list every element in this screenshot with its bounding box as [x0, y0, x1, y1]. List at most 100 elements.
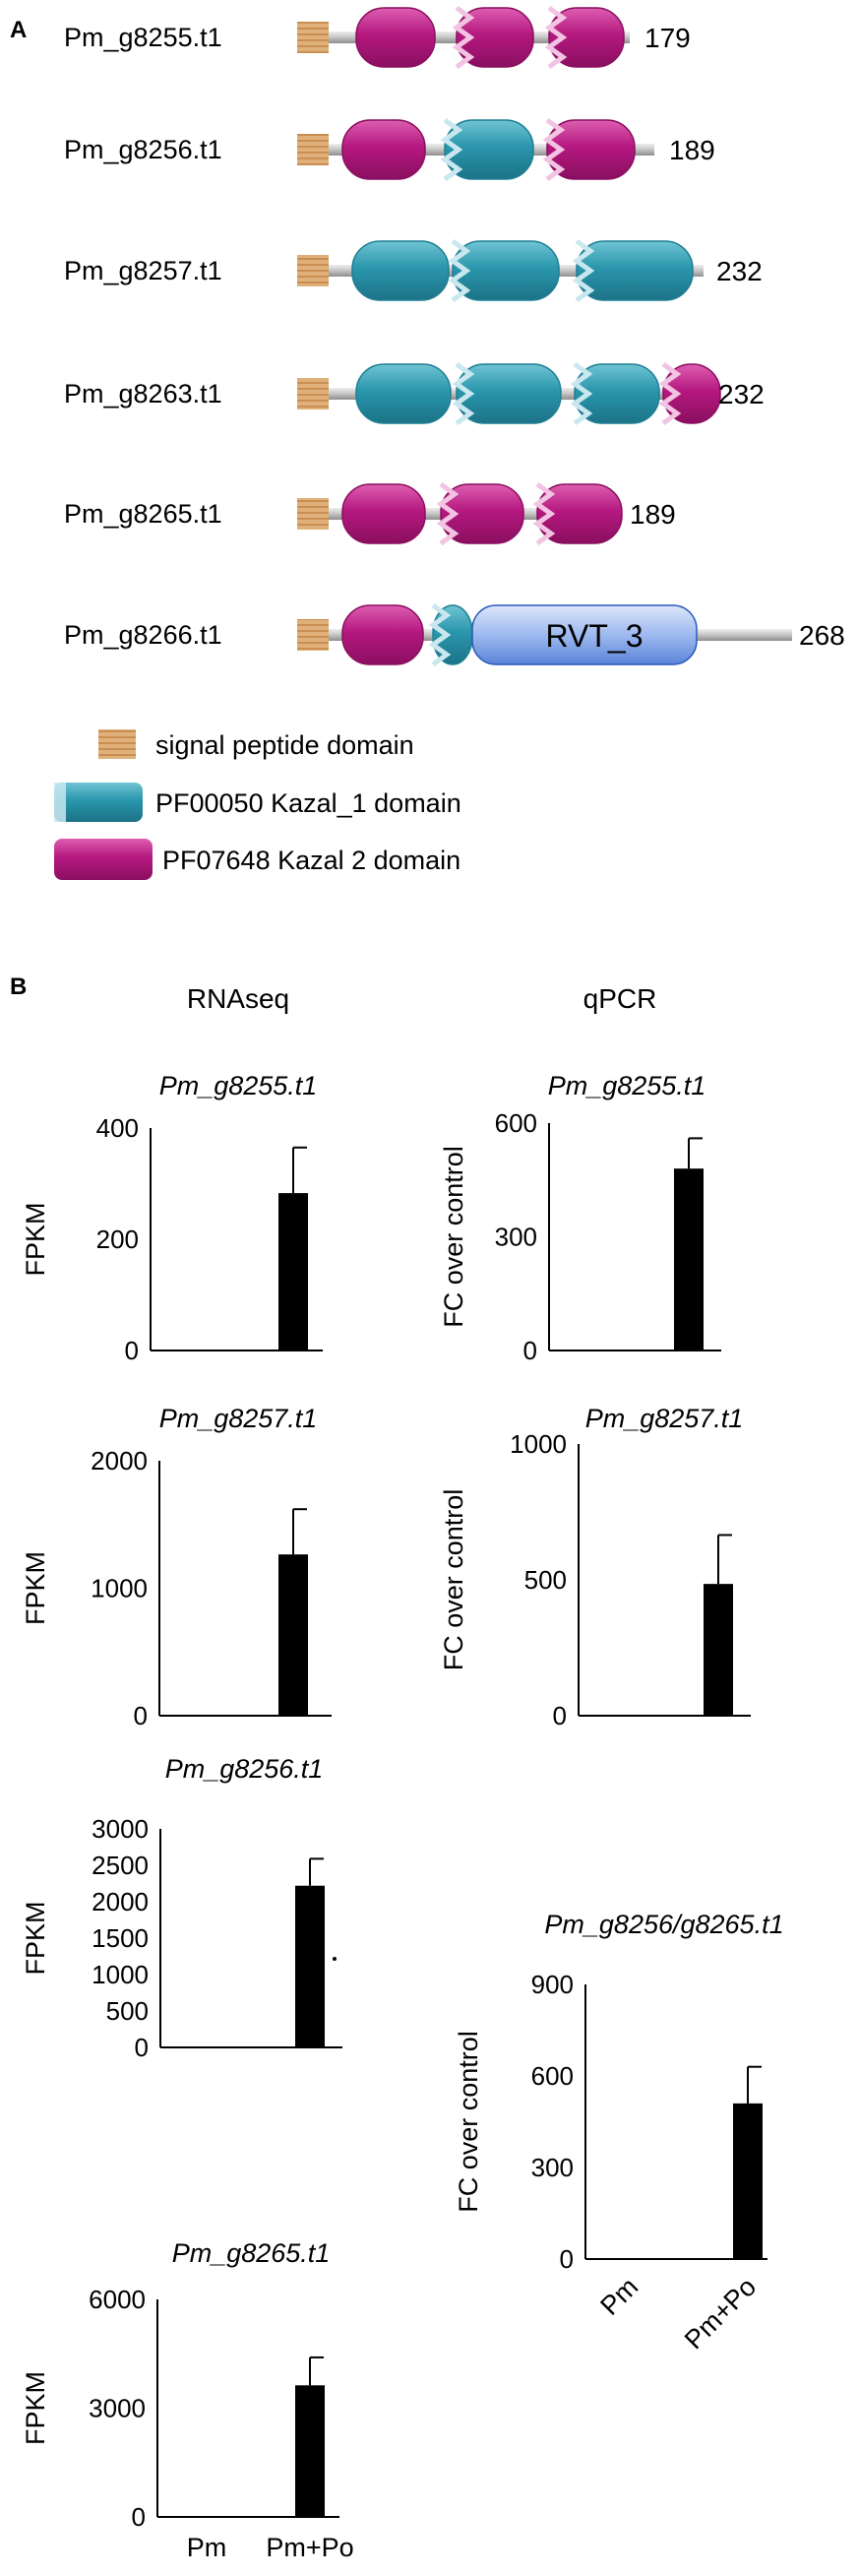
- bar-chart: Pm_g8257.t1 0 1000 2000 FPKM: [21, 1404, 332, 1730]
- kazal1-domain: [574, 363, 660, 424]
- domain-junction: [532, 481, 556, 546]
- y-tick-label: 900: [531, 1970, 574, 1999]
- qpcr-column-title: qPCR: [583, 983, 657, 1014]
- y-tick-label: 1500: [92, 1923, 149, 1953]
- bar: [733, 2103, 763, 2259]
- domain-junction: [448, 238, 471, 303]
- x-tick-label: Pm: [187, 2533, 227, 2562]
- kazal1-domain: [576, 240, 694, 301]
- bar-chart: Pm_g8257.t1 0 500 1000 FC over control: [439, 1404, 751, 1730]
- y-tick-label: 6000: [89, 2285, 146, 2314]
- domain-legend: signal peptide domain PF00050 Kazal_1 do…: [54, 729, 461, 880]
- protein-length: 232: [716, 256, 763, 286]
- protein-name: Pm_g8265.t1: [64, 499, 222, 529]
- y-axis-label: FC over control: [439, 1146, 468, 1328]
- domain-junction: [570, 361, 593, 426]
- domain-junction: [436, 481, 460, 546]
- kazal2-domain: [341, 483, 426, 544]
- protein-name: Pm_g8266.t1: [64, 620, 222, 650]
- protein-length: 268: [799, 620, 845, 651]
- chart-title: Pm_g8256.t1: [165, 1754, 324, 1784]
- y-axis-label: FPKM: [21, 1901, 50, 1975]
- protein-name: Pm_g8263.t1: [64, 379, 222, 408]
- kazal2-domain: [341, 119, 426, 180]
- protein-name: Pm_g8257.t1: [64, 256, 222, 285]
- y-tick-label: 200: [96, 1225, 139, 1254]
- kazal2-domain: [546, 119, 636, 180]
- signal-peptide: [297, 498, 329, 530]
- bar: [192, 2517, 221, 2518]
- kazal2-domain: [341, 604, 424, 665]
- y-tick-label: 2000: [91, 1446, 148, 1476]
- bar: [704, 1584, 733, 1716]
- protein-row: Pm_g8266.t1 RVT_3 268: [64, 602, 845, 667]
- kazal1-domain: [351, 240, 450, 301]
- protein-name: Pm_g8255.t1: [64, 23, 222, 52]
- domain-junction: [658, 361, 682, 426]
- kazal2-domain: [440, 483, 524, 544]
- y-tick-label: 0: [523, 1336, 537, 1365]
- x-tick-label: Pm: [594, 2272, 644, 2321]
- bar: [295, 1885, 325, 2047]
- legend-signal-peptide: signal peptide domain: [98, 729, 414, 760]
- legend-signal-swatch: [98, 729, 136, 759]
- y-tick-label: 3000: [89, 2394, 146, 2423]
- legend-kazal1-swatch: [54, 783, 143, 822]
- kazal1-domain: [452, 240, 560, 301]
- y-tick-label: 0: [132, 2502, 146, 2532]
- y-axis-label: FPKM: [21, 2371, 50, 2445]
- y-tick-label: 1000: [92, 1960, 149, 1989]
- domain-junction: [452, 5, 475, 70]
- y-tick-label: 0: [125, 1336, 139, 1365]
- panel-b-label: B: [10, 974, 27, 1000]
- kazal1-domain: [432, 604, 473, 665]
- kazal1-domain: [456, 363, 562, 424]
- kazal2-domain: [536, 483, 623, 544]
- legend-kazal1: PF00050 Kazal_1 domain: [54, 783, 461, 822]
- protein-row: Pm_g8257.t1 232: [64, 238, 763, 303]
- protein-name: Pm_g8256.t1: [64, 135, 222, 164]
- chart-title: Pm_g8255.t1: [548, 1071, 706, 1100]
- rvt3-domain: [471, 604, 698, 665]
- bar: [278, 1193, 308, 1351]
- y-axis-label: FC over control: [439, 1489, 468, 1671]
- y-tick-label: 3000: [92, 1814, 149, 1844]
- bar-chart: Pm_g8255.t1 0 200 400 FPKM: [21, 1071, 323, 1365]
- kazal2-domain: [662, 363, 721, 424]
- protein-row: Pm_g8256.t1 189: [64, 117, 715, 182]
- protein-length: 189: [630, 499, 676, 530]
- bar-chart: Pm_g8256.t1 0 500 1000 1500 2000 2500 3000 FPKM: [21, 1754, 342, 2062]
- stray-dot: [333, 1957, 337, 1961]
- rvt3-label: RVT_3: [545, 618, 643, 654]
- chart-title: Pm_g8265.t1: [172, 2238, 331, 2268]
- y-axis-label: FPKM: [21, 1551, 50, 1625]
- y-tick-label: 0: [134, 1701, 148, 1730]
- domain-junction: [428, 602, 452, 667]
- signal-peptide: [297, 255, 329, 286]
- x-tick-label: Pm+Po: [679, 2272, 762, 2355]
- bar-chart: Pm_g8265.t1 0 3000 6000 FPKM Pm Pm+Po: [21, 2238, 354, 2562]
- protein-length: 179: [644, 23, 691, 53]
- domain-junction: [440, 117, 463, 182]
- y-tick-label: 500: [524, 1565, 567, 1595]
- y-tick-label: 300: [495, 1223, 537, 1252]
- kazal1-domain: [444, 119, 534, 180]
- bar-chart: Pm_g8256/g8265.t1 0 300 600 900 FC over contr…: [454, 1910, 784, 2355]
- y-tick-label: 400: [96, 1113, 139, 1143]
- signal-peptide: [297, 378, 329, 409]
- y-tick-label: 600: [531, 2061, 574, 2091]
- domain-junction: [452, 361, 475, 426]
- signal-peptide: [297, 22, 329, 53]
- kazal2-domain: [456, 7, 534, 68]
- legend-kazal2-swatch: [54, 839, 153, 880]
- y-tick-label: 0: [560, 2244, 574, 2274]
- bar: [674, 1168, 704, 1351]
- legend-kazal2-label: PF07648 Kazal 2 domain: [162, 846, 460, 875]
- y-tick-label: 2000: [92, 1887, 149, 1916]
- kazal2-domain: [548, 7, 625, 68]
- y-tick-label: 1000: [91, 1574, 148, 1603]
- bar: [615, 1715, 644, 1717]
- signal-peptide: [297, 134, 329, 165]
- kazal2-domain: [355, 7, 436, 68]
